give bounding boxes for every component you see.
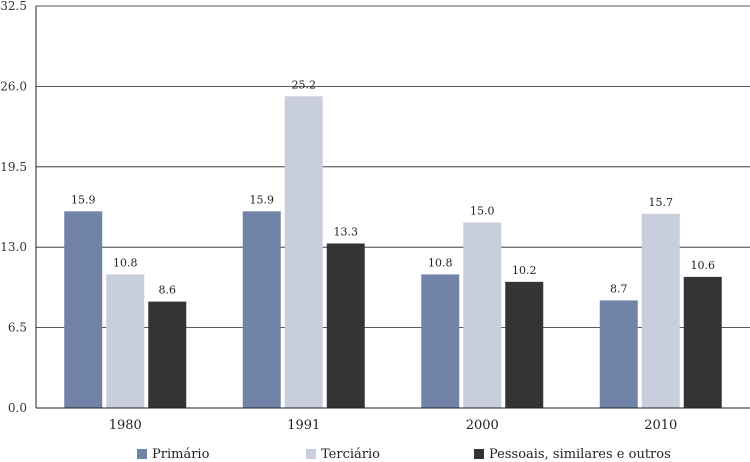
bar	[284, 96, 323, 409]
data-labels: 15.9 10.8 8.6 15.9 25.2 13.3 10.8 15.0 10.2 8.7 15…	[71, 78, 715, 296]
legend: Primário Terciário Pessoais, similares e o…	[137, 447, 671, 462]
bar	[463, 222, 502, 408]
legend-label: Terciário	[321, 447, 380, 462]
x-category-label: 2010	[644, 418, 677, 433]
legend-swatch	[306, 449, 316, 459]
data-label: 15.9	[250, 193, 275, 206]
y-tick-label: 0.0	[8, 401, 27, 415]
x-axis-categories: 1980 1991 2000 2010	[109, 418, 678, 433]
axes	[35, 6, 750, 409]
y-axis-ticks: 0.0 6.5 13.0 19.5 26.0 32.5	[0, 0, 27, 415]
bar	[421, 274, 460, 408]
x-category-label: 1991	[287, 418, 320, 433]
y-tick-label: 6.5	[8, 321, 27, 335]
data-label: 10.2	[512, 264, 537, 277]
bar	[64, 211, 103, 408]
bar	[326, 243, 365, 408]
bar	[106, 274, 145, 408]
x-category-label: 1980	[109, 418, 142, 433]
y-tick-label: 19.5	[0, 160, 27, 174]
data-label: 10.8	[113, 256, 138, 269]
data-label: 10.8	[428, 256, 453, 269]
data-label: 25.2	[292, 78, 317, 91]
data-label: 13.3	[334, 225, 359, 238]
data-label: 8.6	[159, 284, 177, 297]
legend-swatch	[474, 449, 484, 459]
y-tick-label: 26.0	[0, 79, 27, 93]
bar	[148, 301, 187, 408]
bars	[64, 96, 722, 409]
data-label: 8.7	[610, 282, 628, 295]
x-category-label: 2000	[466, 418, 499, 433]
data-label: 10.6	[691, 259, 716, 272]
legend-label: Primário	[152, 447, 210, 462]
bar	[242, 211, 281, 408]
y-tick-label: 32.5	[0, 0, 27, 13]
data-label: 15.0	[470, 204, 495, 217]
data-label: 15.7	[649, 196, 674, 209]
bar	[599, 300, 638, 408]
y-tick-label: 13.0	[0, 240, 27, 254]
data-label: 15.9	[71, 193, 96, 206]
legend-label: Pessoais, similares e outros	[489, 447, 671, 462]
bar	[683, 276, 722, 408]
legend-swatch	[137, 449, 147, 459]
bar	[505, 281, 544, 408]
bar	[641, 213, 680, 408]
